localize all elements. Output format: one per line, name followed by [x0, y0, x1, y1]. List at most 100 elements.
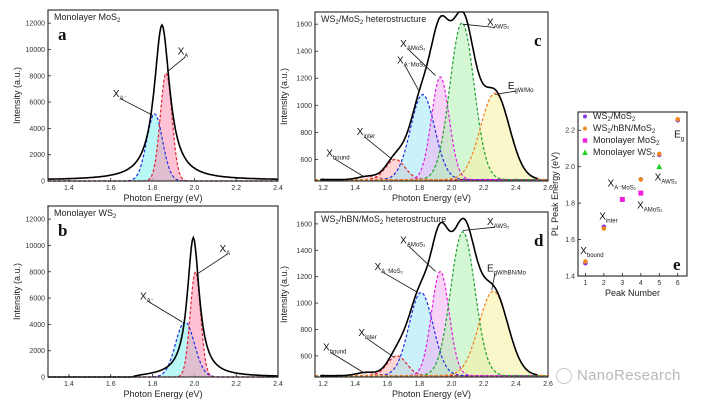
- peak-annotation: XAWS₂: [487, 217, 510, 230]
- peak-annotation: XA: [219, 244, 230, 257]
- y-tick-label: 800: [300, 130, 312, 137]
- peak-annotation: Xinter: [599, 212, 617, 225]
- annotation-arrow: [364, 136, 393, 160]
- y-tick-label: 1.4: [565, 274, 575, 281]
- x-tick-label: 1: [583, 280, 587, 287]
- component-fill-X_A: [48, 73, 278, 181]
- annotation-arrow: [407, 245, 436, 272]
- x-tick-label: 2.6: [543, 381, 553, 388]
- annotation-arrow: [462, 23, 495, 28]
- x-tick-label: 2.2: [231, 185, 241, 192]
- x-tick-label: 1.8: [148, 185, 158, 192]
- peak-annotation: XAMoS₂: [637, 201, 663, 214]
- y-axis-label: Intensity (a.u.): [12, 263, 22, 320]
- data-point: [656, 163, 663, 170]
- x-tick-label: 3: [620, 280, 624, 287]
- panel-letter: d: [534, 231, 544, 250]
- y-tick-label: 1200: [296, 76, 312, 83]
- x-tick-label: 2: [602, 280, 606, 287]
- y-tick-label: 0: [41, 375, 45, 382]
- panel-a: 1.4 1.6 1.8 2.0 2.2 2.4 0 2000 4000 6000 8000 10000…: [12, 9, 283, 203]
- y-tick-label: 6000: [29, 296, 45, 303]
- measured-spectrum: [48, 235, 279, 378]
- x-axis-label: Photon Energy (eV): [392, 389, 471, 399]
- component-fill-E_g_W/hBN/Mo: [315, 291, 548, 377]
- component-curve-X_A-: [48, 113, 278, 182]
- peak-annotation: XA⁻MoS₂: [608, 179, 637, 192]
- y-tick-label: 10000: [26, 243, 46, 250]
- annotation-arrow: [330, 352, 364, 373]
- peak-annotation: EgW/hBN/Mo: [487, 263, 527, 276]
- x-tick-label: 2.2: [479, 185, 489, 192]
- legend-marker: [583, 126, 587, 131]
- annotation-arrow: [462, 226, 495, 231]
- y-tick-label: 2.0: [565, 164, 575, 171]
- x-tick-label: 1.6: [382, 185, 392, 192]
- x-tick-label: 2.4: [273, 185, 283, 192]
- data-point: [583, 259, 588, 264]
- plot-frame: [577, 111, 688, 277]
- component-curve-E_g_W/Mo: [315, 92, 548, 181]
- annotation-arrow: [491, 273, 496, 290]
- x-tick-label: 1.4: [350, 185, 360, 192]
- x-axis-label: Peak Number: [605, 288, 660, 298]
- y-axis-label: Intensity (a.u.): [279, 266, 289, 323]
- x-tick-label: 1.6: [106, 381, 116, 388]
- panel-c: 1.2 1.4 1.6 1.8 2.0 2.2 2.4 2.6 600 800 1000 1200 14…: [279, 11, 553, 203]
- annotation-arrow: [147, 301, 183, 323]
- data-point: [638, 177, 644, 182]
- y-tick-label: 600: [300, 157, 312, 164]
- x-tick-label: 5: [657, 280, 661, 287]
- x-tick-label: 2.4: [511, 381, 521, 388]
- annotation-arrow: [166, 56, 186, 73]
- panel-letter: b: [58, 221, 67, 240]
- x-tick-label: 2.6: [543, 185, 553, 192]
- peak-annotation: XA⁻MoS₂: [374, 262, 403, 275]
- data-point: [656, 151, 662, 157]
- x-tick-label: 1.6: [106, 185, 116, 192]
- annotation-arrow: [382, 271, 419, 293]
- peak-annotation: XAMoS₂: [400, 236, 426, 249]
- component-fill-X_A: [48, 271, 278, 377]
- data-point: [601, 226, 607, 231]
- x-axis-label: Photon Energy (eV): [123, 389, 202, 399]
- x-tick-label: 1.8: [415, 381, 425, 388]
- plot-frame: [314, 211, 549, 378]
- measured-spectrum: [320, 217, 538, 377]
- x-tick-label: 1.8: [415, 185, 425, 192]
- annotation-arrow: [366, 337, 394, 358]
- x-tick-label: 2.0: [447, 185, 457, 192]
- annotation-arrow: [334, 158, 364, 177]
- legend-marker: [583, 114, 587, 119]
- panel-d: 1.2 1.4 1.6 1.8 2.0 2.2 2.4 2.6 600 800 1000 1200 14…: [279, 211, 553, 399]
- x-tick-label: 2.2: [231, 381, 241, 388]
- x-tick-label: 1.6: [382, 381, 392, 388]
- component-curve-X_A_MoS2: [315, 270, 548, 377]
- component-fill-X_A_MoS2: [315, 77, 548, 181]
- peak-annotation: Xbound: [580, 246, 603, 259]
- x-tick-label: 2.2: [479, 381, 489, 388]
- component-curve-X_A: [48, 270, 278, 378]
- peak-annotation: XAWS₂: [487, 18, 510, 31]
- component-fill-X_A_MoS2: [315, 271, 548, 377]
- annotation-arrow: [404, 65, 420, 92]
- x-tick-label: 2.4: [511, 185, 521, 192]
- y-tick-label: 12000: [26, 217, 46, 224]
- peak-annotation: Xbound: [323, 343, 346, 356]
- y-tick-label: 600: [300, 353, 312, 360]
- y-axis-label: Intensity (a.u.): [279, 68, 289, 125]
- y-tick-label: 2000: [29, 348, 45, 355]
- y-tick-label: 1400: [296, 248, 312, 255]
- x-axis-label: Photon Energy (eV): [123, 193, 202, 203]
- x-tick-label: 1.2: [318, 185, 328, 192]
- x-tick-label: 1.4: [64, 381, 74, 388]
- y-tick-label: 1600: [296, 22, 312, 29]
- annotation-arrow: [407, 48, 436, 76]
- x-tick-label: 2.0: [189, 185, 199, 192]
- y-tick-label: 8000: [29, 73, 45, 80]
- y-tick-label: 1000: [296, 301, 312, 308]
- legend-label: WS2/hBN/MoS2: [593, 123, 656, 135]
- peak-annotation: XAMoS₂: [400, 39, 426, 52]
- plot-frame: [314, 11, 549, 182]
